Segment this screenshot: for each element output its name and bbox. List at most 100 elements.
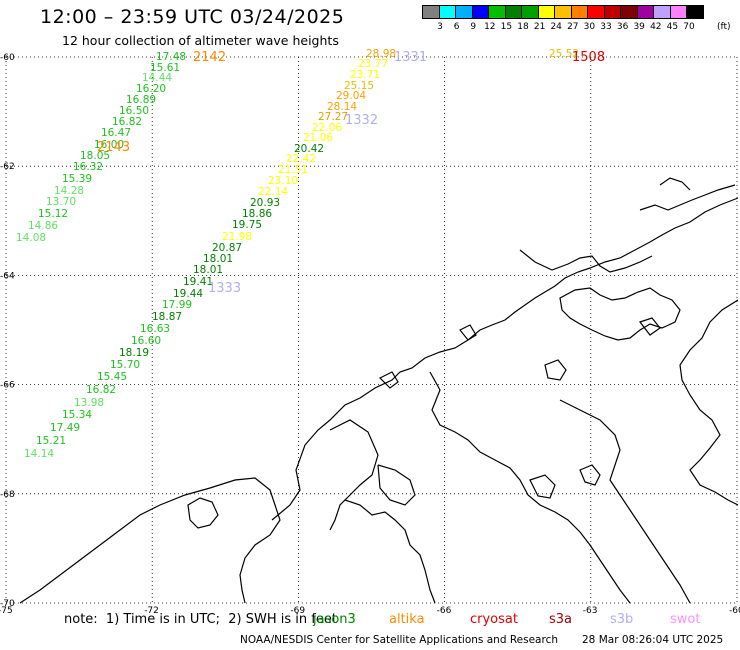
satellite-legend-item: jason3	[313, 612, 356, 627]
latitude-label: -70	[0, 599, 15, 609]
wave-height-reading: 20.93	[250, 197, 280, 209]
inner-coast-3	[344, 499, 436, 604]
longitude-label: -60	[729, 606, 740, 616]
wave-height-reading: 25.15	[344, 80, 374, 92]
wave-height-reading: 16.63	[140, 323, 170, 335]
color-legend	[422, 5, 704, 19]
satellite-legend-item: s3b	[610, 612, 634, 627]
pass-number-label: 2142	[193, 50, 226, 65]
wave-height-reading: 23.71	[350, 69, 380, 81]
longitude-label: -63	[583, 606, 598, 616]
east-islands	[559, 287, 681, 341]
color-legend-tick: 27	[567, 22, 579, 32]
land-mass-west	[19, 477, 281, 604]
map-subtitle: 12 hour collection of altimeter wave hei…	[62, 33, 339, 48]
color-legend-tick: 12	[484, 22, 496, 32]
wave-height-reading: 22.42	[286, 153, 316, 165]
wave-height-reading: 15.34	[62, 409, 92, 421]
color-legend-tick: 3	[437, 22, 443, 32]
wave-height-reading: 28.14	[327, 101, 357, 113]
color-legend-tick: 42	[650, 22, 662, 32]
wave-height-reading: 17.99	[162, 299, 192, 311]
islands-small-5	[378, 371, 399, 389]
wave-height-reading: 15.61	[150, 62, 180, 74]
right-land-2	[559, 399, 691, 604]
islands-small-6	[639, 317, 661, 336]
islands-small-4	[459, 324, 477, 341]
color-legend-tick: 24	[550, 22, 562, 32]
wave-height-reading: 16.89	[126, 94, 156, 106]
wave-height-reading: 15.39	[62, 173, 92, 185]
wave-height-reading: 20.42	[294, 143, 324, 155]
pass-number-label: 2143	[97, 140, 130, 155]
wave-height-reading: 21.06	[303, 132, 333, 144]
wave-height-reading: 18.01	[203, 253, 233, 265]
latitude-label: -66	[0, 381, 15, 391]
pass-number-label: 1508	[572, 50, 605, 65]
wave-height-reading: 15.45	[97, 371, 127, 383]
satellite-legend-item: altika	[389, 612, 425, 627]
wave-height-reading: 14.86	[28, 220, 58, 232]
longitude-label: -72	[144, 606, 159, 616]
pass-number-label: 1333	[208, 281, 241, 296]
wave-height-reading: 15.12	[38, 208, 68, 220]
islands-small-3	[544, 359, 567, 381]
wave-height-reading: 15.70	[110, 359, 140, 371]
wave-height-reading: 14.08	[16, 232, 46, 244]
altimeter-readings: 17.4815.6114.4416.2016.8916.5016.8216.47…	[16, 48, 579, 460]
wave-height-reading: 29.04	[336, 90, 366, 102]
wave-height-reading: 23.77	[358, 58, 388, 70]
color-legend-tick: 9	[470, 22, 477, 32]
color-swatch	[686, 5, 704, 19]
east-coast-4	[659, 177, 691, 191]
wave-height-reading: 16.50	[119, 105, 149, 117]
color-legend-tick: 6	[453, 22, 460, 32]
wave-height-reading: 20.87	[212, 242, 242, 254]
wave-height-reading: 25.52	[549, 48, 579, 60]
wave-height-reading: 21.98	[222, 231, 252, 243]
wave-height-reading: 28.98	[366, 48, 396, 60]
peninsula-coast	[271, 197, 739, 521]
right-land	[679, 299, 739, 506]
wave-height-reading: 16.32	[73, 161, 103, 173]
wave-height-reading: 18.87	[152, 311, 182, 323]
axis-labels: -60 -62 -64 -66 -68 -70-75 -72 -69 -66 -63 -60	[0, 53, 740, 616]
wave-height-reading: 19.41	[183, 276, 213, 288]
inner-coast-1	[329, 419, 379, 531]
wave-height-reading: 15.21	[36, 435, 66, 447]
longitude-label: -69	[290, 606, 305, 616]
east-coast-2	[519, 249, 653, 273]
wave-height-reading: 22.14	[258, 186, 288, 198]
wave-height-reading: 22.06	[312, 122, 342, 134]
latitude-label: -62	[0, 162, 15, 172]
latitude-label: -68	[0, 490, 15, 500]
wave-height-reading: 14.44	[142, 72, 172, 84]
inner-coast-2	[377, 464, 416, 506]
wave-height-reading: 16.82	[86, 384, 116, 396]
wave-height-reading: 16.60	[131, 335, 161, 347]
footer-timestamp: 28 Mar 08:26:04 UTC 2025	[582, 634, 724, 646]
wave-height-reading: 16.47	[101, 127, 131, 139]
islands-small-2	[529, 474, 556, 499]
color-legend-tick: 15	[500, 22, 513, 32]
wave-height-reading: 23.10	[268, 175, 298, 187]
color-legend-tick: 30	[583, 22, 596, 32]
east-coast-3	[639, 184, 736, 211]
pass-numbers: 2142 2143 1331 1332 1333 1508	[97, 50, 605, 296]
wave-height-reading: 14.28	[54, 185, 84, 197]
satellite-legend-item: s3a	[549, 612, 573, 627]
color-legend-tick: 70	[683, 22, 695, 32]
color-legend-tick: 36	[616, 22, 629, 32]
wave-height-reading: 21.51	[278, 164, 308, 176]
islands-small-1	[579, 464, 601, 486]
wave-height-reading: 19.75	[232, 219, 262, 231]
wave-height-reading: 13.70	[46, 196, 76, 208]
map-title: 12:00 – 23:59 UTC 03/24/2025	[40, 6, 345, 28]
wave-height-reading: 17.49	[50, 422, 80, 434]
longitude-label: -66	[437, 606, 452, 616]
satellite-legend-item: swot	[670, 612, 701, 627]
color-legend-tick: 39	[633, 22, 645, 32]
pass-number-label: 1331	[394, 50, 427, 65]
color-legend-unit: (ft)	[717, 22, 731, 32]
